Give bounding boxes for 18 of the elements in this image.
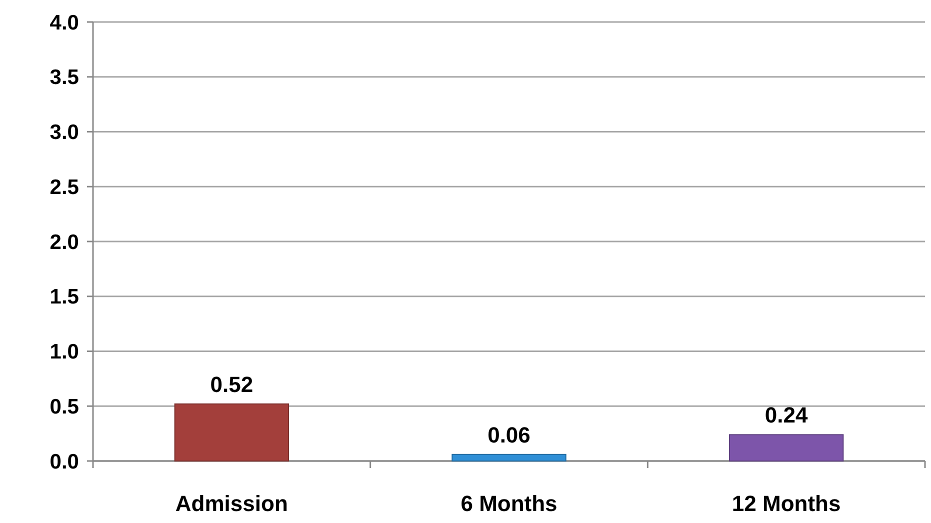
y-tick-label: 1.5 [50,286,80,309]
y-tick-label: 0.0 [50,450,79,474]
data-label: 0.06 [488,422,530,448]
y-tick-label: 0.5 [50,395,80,418]
data-label: 0.24 [764,402,808,428]
y-tick-label: 2.0 [50,230,79,254]
bar [174,403,290,462]
x-tick-label: 12 Months [732,491,841,516]
bar [728,434,844,462]
data-label: 0.52 [210,372,254,397]
y-tick-label: 2.5 [50,176,80,199]
y-tick-label: 1.0 [50,340,79,364]
x-tick-label: Admission [175,491,288,516]
y-tick-label: 4.0 [50,11,79,34]
bar [452,454,566,462]
y-tick-label: 3.0 [50,121,79,144]
x-tick-label: 6 Months [460,491,558,516]
y-tick-label: 3.5 [50,66,80,90]
